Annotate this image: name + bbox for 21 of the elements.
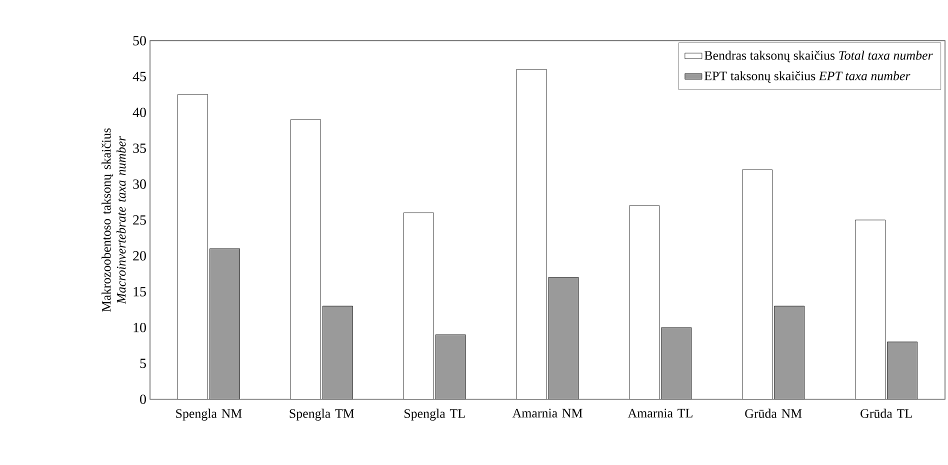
y-tick-label: 30 [133,179,146,189]
y-tick-label: 35 [133,144,146,153]
y-tick-label: 25 [133,215,146,225]
y-tick-label: 0 [140,394,146,404]
x-tick-label: Spengla NM [176,408,242,421]
y-tick-label: 40 [132,108,146,118]
y-tick-label: 5 [140,358,146,368]
x-tick-label: Spengla TL [404,408,465,421]
x-tick-label: Grūda NM [745,408,802,418]
x-tick-label: Amarnia NM [512,408,582,418]
y-tick-label: 50 [133,36,146,46]
x-tick-label: Grūda TL [860,408,912,418]
x-tick-label: Amarnia TL [628,408,692,418]
legend-label: EPT taksonų skaičius EPT taxa number [704,71,910,83]
y-axis-title: Makrozoobentoso taksonų skaičius Macroinvertebrate taxa number [102,128,126,312]
y-tick-label: 15 [134,287,146,296]
legend-label: Bendras taksonų skaičius Total taxa number [704,50,933,62]
y-tick-label: 10 [134,322,146,332]
y-tick-label: 45 [132,72,146,82]
x-tick-label: Spengla TM [290,408,354,421]
y-tick-label: 20 [133,251,146,261]
